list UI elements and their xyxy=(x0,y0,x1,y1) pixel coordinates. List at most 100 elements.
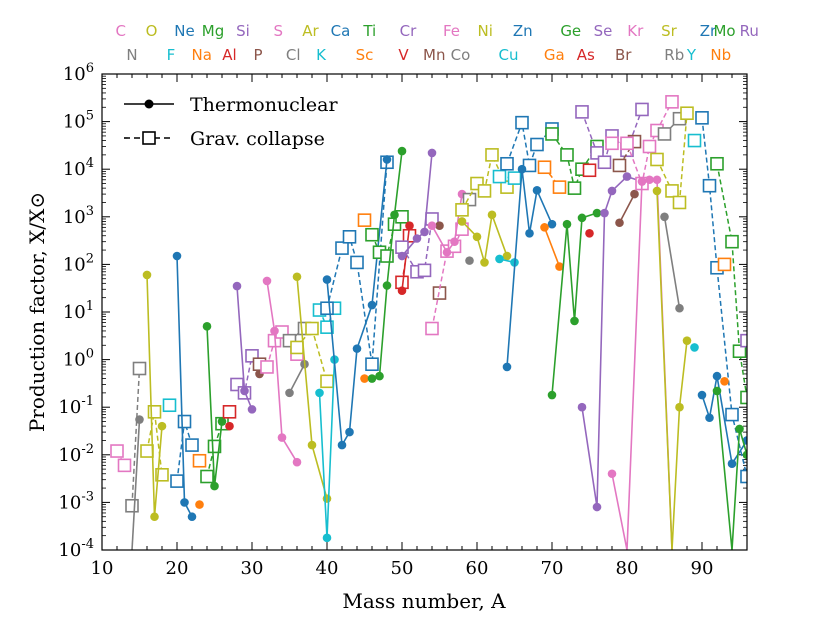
thermonuclear-marker xyxy=(480,258,489,267)
axis-ticks xyxy=(101,73,748,551)
element-series-ga xyxy=(537,160,567,271)
grav-collapse-marker xyxy=(425,321,439,336)
grav-collapse-marker xyxy=(725,407,739,422)
thermonuclear-line xyxy=(618,193,636,224)
element-label-si: Si xyxy=(236,22,250,40)
thermonuclear-marker xyxy=(457,217,467,226)
grav-collapse-marker xyxy=(200,469,214,484)
grav-collapse-marker xyxy=(342,230,357,244)
grav-collapse-marker xyxy=(740,469,747,484)
element-label-fe: Fe xyxy=(443,22,460,40)
legend-grav-label: Grav. collapse xyxy=(190,128,325,150)
grav-collapse-marker xyxy=(417,263,432,278)
tick-labels: 10 20 30 40 50 60 70 80 90 10-4 10-3 10-2 10-1 100 101… xyxy=(58,61,713,579)
thermonuclear-marker xyxy=(540,223,549,232)
thermonuclear-marker xyxy=(150,512,159,522)
thermonuclear-marker xyxy=(345,427,354,437)
grav-collapse-marker xyxy=(110,444,124,458)
element-label-s: S xyxy=(273,22,283,40)
grav-collapse-marker xyxy=(680,106,694,121)
thermonuclear-marker xyxy=(645,175,654,185)
thermonuclear-marker xyxy=(652,186,662,196)
thermonuclear-marker xyxy=(532,186,542,195)
grav-collapse-marker xyxy=(567,181,582,195)
thermonuclear-line xyxy=(266,280,298,463)
grav-collapse-marker xyxy=(170,474,184,488)
thermonuclear-marker xyxy=(397,146,407,156)
element-series-zn xyxy=(500,115,559,372)
thermonuclear-marker xyxy=(465,256,474,265)
grav-collapse-marker xyxy=(177,414,192,429)
element-label-na: Na xyxy=(192,46,212,64)
grav-collapse-marker xyxy=(117,458,132,473)
element-series-n xyxy=(125,361,147,550)
element-label-ne: Ne xyxy=(174,22,194,40)
grav-collapse-marker xyxy=(642,139,657,154)
thermonuclear-marker xyxy=(375,371,384,381)
thermonuclear-marker xyxy=(547,219,557,229)
thermonuclear-marker xyxy=(367,374,377,383)
grav-collapse-marker xyxy=(365,357,379,372)
thermonuclear-marker xyxy=(180,498,189,507)
grav-collapse-marker xyxy=(260,360,274,374)
y-tick-label: 106 xyxy=(63,61,94,85)
thermonuclear-line xyxy=(431,193,463,254)
element-series-v xyxy=(395,221,417,296)
thermonuclear-marker xyxy=(285,388,294,398)
element-series-k xyxy=(312,301,342,543)
grav-collapse-marker xyxy=(695,111,709,125)
plot-frame xyxy=(101,73,748,551)
grav-collapse-marker xyxy=(620,136,634,151)
grav-collapse-line xyxy=(716,163,747,398)
thermonuclear-marker xyxy=(562,219,572,229)
thermonuclear-marker xyxy=(337,440,347,450)
thermonuclear-marker xyxy=(405,221,414,231)
x-tick-label: 30 xyxy=(241,558,264,579)
y-tick-label: 105 xyxy=(63,109,94,133)
thermonuclear-line xyxy=(716,390,747,550)
element-series-ca xyxy=(320,155,394,450)
thermonuclear-marker xyxy=(660,212,669,222)
element-series-nb xyxy=(717,257,732,386)
grav-collapse-marker xyxy=(140,444,154,458)
legend-thermo-label: Thermonuclear xyxy=(190,94,338,116)
x-tick-label: 90 xyxy=(691,558,714,579)
thermonuclear-marker xyxy=(247,405,257,414)
thermonuclear-line xyxy=(611,178,673,550)
element-label-nb: Nb xyxy=(710,46,731,64)
grav-collapse-marker xyxy=(575,105,589,119)
x-axis-label: Mass number, A xyxy=(342,589,506,613)
element-label-n: N xyxy=(126,46,137,64)
thermonuclear-marker xyxy=(435,221,444,231)
grav-collapse-marker xyxy=(612,158,627,173)
grav-collapse-marker xyxy=(222,405,237,419)
thermonuclear-marker xyxy=(292,457,302,467)
grav-collapse-marker xyxy=(507,171,522,185)
thermonuclear-marker xyxy=(675,402,684,412)
thermonuclear-marker xyxy=(360,374,369,383)
element-series-cr xyxy=(395,148,439,279)
grav-collapse-marker xyxy=(477,184,492,198)
thermonuclear-marker xyxy=(705,413,714,423)
thermonuclear-marker xyxy=(525,229,534,238)
thermonuclear-line xyxy=(288,363,306,394)
grav-collapse-marker xyxy=(500,156,514,171)
thermonuclear-marker xyxy=(592,502,602,512)
grav-collapse-line xyxy=(326,162,388,365)
thermonuclear-marker xyxy=(382,281,392,290)
grav-collapse-marker xyxy=(492,169,507,184)
thermonuclear-marker xyxy=(322,275,332,284)
element-series-sc xyxy=(357,213,372,383)
grav-collapse-marker xyxy=(485,148,499,162)
element-label-ca: Ca xyxy=(331,22,351,40)
element-label-cu: Cu xyxy=(499,46,519,64)
element-label-f: F xyxy=(167,46,176,64)
x-tick-label: 40 xyxy=(316,558,339,579)
thermonuclear-marker xyxy=(697,390,707,400)
thermonuclear-marker xyxy=(262,276,272,286)
thermonuclear-marker xyxy=(412,234,422,243)
thermonuclear-marker xyxy=(157,421,167,431)
element-series-mg xyxy=(200,322,229,491)
